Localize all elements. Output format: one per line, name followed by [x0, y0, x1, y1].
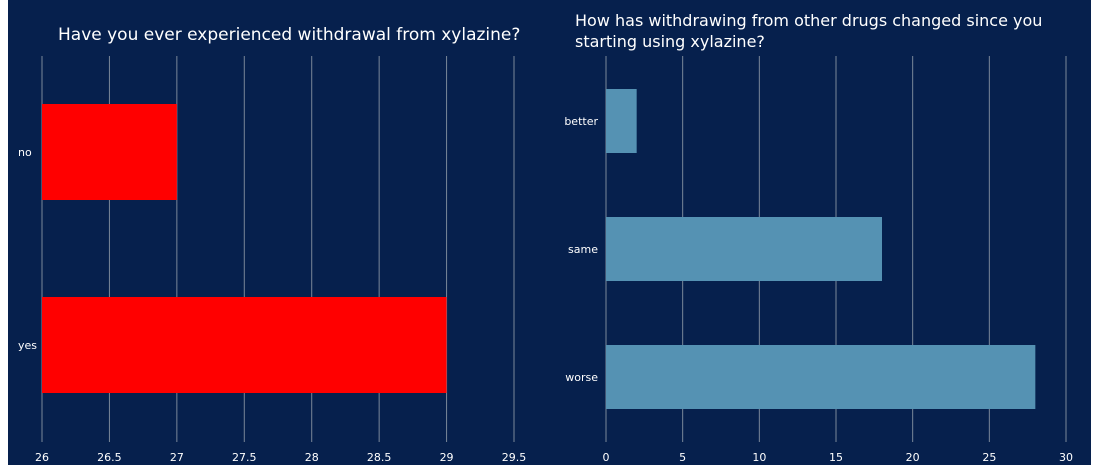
left-bars [42, 104, 447, 393]
left-x-tick-label: 28 [305, 451, 319, 464]
right-bar-better [606, 89, 637, 153]
right-chart: How has withdrawing from other drugs cha… [564, 11, 1073, 464]
right-y-tick-label: worse [565, 371, 598, 384]
right-chart-title-line-1: How has withdrawing from other drugs cha… [575, 11, 1042, 30]
right-y-tick-label: same [568, 243, 598, 256]
left-x-tick-label: 27 [170, 451, 184, 464]
left-x-tick-labels: 26 26.5 27 27.5 28 28.5 29 29.5 [35, 451, 526, 464]
right-x-tick-label: 25 [982, 451, 996, 464]
right-bars [606, 89, 1036, 409]
left-bar-no [42, 104, 177, 200]
left-x-tick-label: 29.5 [502, 451, 527, 464]
right-bar-worse [606, 345, 1036, 409]
right-y-tick-label: better [564, 115, 598, 128]
left-x-tick-label: 27.5 [232, 451, 257, 464]
right-x-tick-label: 15 [829, 451, 843, 464]
left-x-tick-label: 26 [35, 451, 49, 464]
right-bar-same [606, 217, 882, 281]
right-x-tick-label: 0 [603, 451, 610, 464]
left-chart-title: Have you ever experienced withdrawal fro… [58, 25, 520, 45]
right-x-tick-label: 30 [1059, 451, 1073, 464]
left-x-tick-label: 28.5 [367, 451, 392, 464]
left-x-tick-label: 29 [440, 451, 454, 464]
right-x-tick-label: 10 [752, 451, 766, 464]
right-y-tick-labels: better same worse [564, 115, 598, 384]
left-bar-yes [42, 297, 447, 393]
right-x-tick-label: 5 [679, 451, 686, 464]
left-y-tick-labels: no yes [18, 146, 37, 352]
left-y-tick-label: yes [18, 339, 37, 352]
left-y-tick-label: no [18, 146, 32, 159]
right-x-tick-labels: 0 5 10 15 20 25 30 [603, 451, 1074, 464]
right-chart-title-line-2: starting using xylazine? [575, 32, 765, 51]
left-chart: Have you ever experienced withdrawal fro… [18, 25, 526, 464]
right-x-tick-label: 20 [906, 451, 920, 464]
left-x-tick-label: 26.5 [97, 451, 122, 464]
